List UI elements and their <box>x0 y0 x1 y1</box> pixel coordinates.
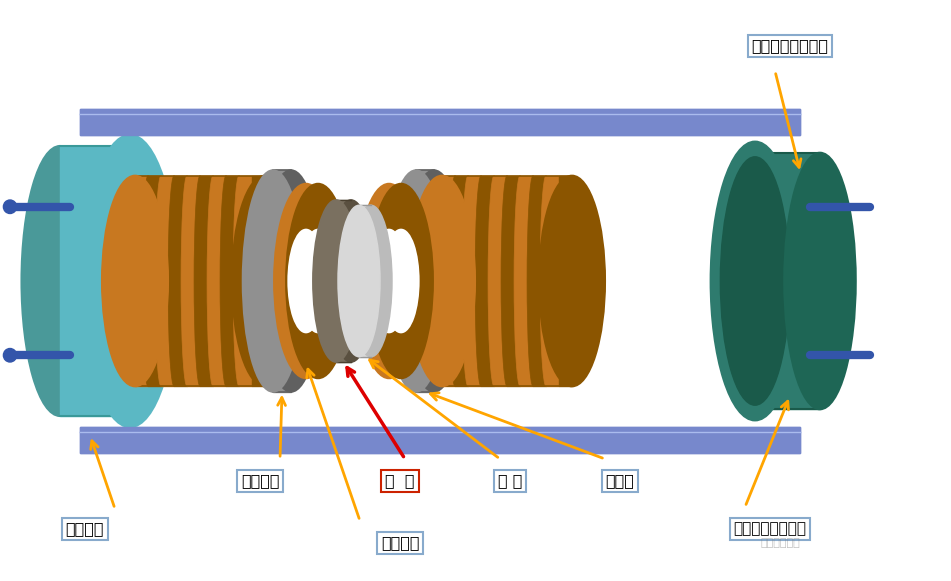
Bar <box>80 109 800 135</box>
Ellipse shape <box>719 153 790 409</box>
Ellipse shape <box>383 229 418 332</box>
Ellipse shape <box>409 175 475 386</box>
Text: 阴极电极: 阴极电极 <box>241 474 280 489</box>
Bar <box>507 175 520 386</box>
Bar <box>213 175 226 386</box>
Ellipse shape <box>4 200 16 213</box>
Ellipse shape <box>339 206 379 357</box>
Text: 坚固螺杆: 坚固螺杆 <box>66 522 105 536</box>
Bar <box>359 206 371 357</box>
Text: 电解液、气体出口: 电解液、气体出口 <box>751 38 828 53</box>
Ellipse shape <box>301 229 336 332</box>
Bar <box>60 146 130 416</box>
Ellipse shape <box>711 142 799 420</box>
Bar <box>80 109 800 135</box>
Ellipse shape <box>232 175 298 386</box>
Bar <box>533 175 546 386</box>
Text: 阳极电极: 阳极电极 <box>380 536 419 551</box>
Bar <box>239 175 252 386</box>
Bar <box>252 175 265 386</box>
Bar <box>468 175 481 386</box>
Ellipse shape <box>274 184 338 378</box>
Bar <box>135 175 148 386</box>
Ellipse shape <box>350 206 392 357</box>
Ellipse shape <box>462 175 474 386</box>
Bar <box>455 175 468 386</box>
Ellipse shape <box>91 146 168 416</box>
Ellipse shape <box>22 146 99 416</box>
Ellipse shape <box>514 175 526 386</box>
Ellipse shape <box>372 229 407 332</box>
Bar <box>161 175 174 386</box>
Ellipse shape <box>261 170 321 392</box>
Text: 双极板: 双极板 <box>606 474 634 489</box>
Ellipse shape <box>527 175 539 386</box>
Ellipse shape <box>288 229 323 332</box>
Bar <box>187 175 200 386</box>
Bar <box>148 175 161 386</box>
Ellipse shape <box>92 153 167 409</box>
Ellipse shape <box>369 184 433 378</box>
Bar <box>546 175 559 386</box>
Bar <box>442 175 455 386</box>
Bar <box>336 200 351 362</box>
Bar <box>755 153 820 409</box>
Ellipse shape <box>142 175 154 386</box>
Ellipse shape <box>404 170 464 392</box>
Bar <box>559 175 572 386</box>
Bar <box>494 175 507 386</box>
Bar <box>273 170 291 392</box>
Ellipse shape <box>4 349 16 362</box>
Ellipse shape <box>449 175 461 386</box>
Ellipse shape <box>84 135 177 427</box>
Ellipse shape <box>437 175 448 386</box>
Bar <box>174 175 187 386</box>
Bar <box>80 427 800 453</box>
Ellipse shape <box>168 175 180 386</box>
Bar <box>520 175 533 386</box>
Bar <box>200 175 213 386</box>
Ellipse shape <box>233 175 245 386</box>
Text: 隔  膜: 隔 膜 <box>385 474 415 489</box>
Text: 氢邦氢科技网: 氢邦氢科技网 <box>760 538 800 548</box>
Ellipse shape <box>540 175 552 386</box>
Ellipse shape <box>181 175 193 386</box>
Ellipse shape <box>220 175 232 386</box>
Ellipse shape <box>476 175 487 386</box>
Ellipse shape <box>720 157 789 405</box>
Ellipse shape <box>155 175 167 386</box>
Ellipse shape <box>102 175 168 386</box>
Bar <box>481 175 494 386</box>
Ellipse shape <box>286 184 350 378</box>
Ellipse shape <box>243 170 303 392</box>
Text: 垫 片: 垫 片 <box>497 474 522 489</box>
Ellipse shape <box>207 175 219 386</box>
Ellipse shape <box>328 200 374 362</box>
Ellipse shape <box>488 175 500 386</box>
Ellipse shape <box>129 175 141 386</box>
Ellipse shape <box>785 153 856 409</box>
Bar <box>226 175 239 386</box>
Ellipse shape <box>386 170 446 392</box>
Bar <box>416 170 434 392</box>
Text: 电解液、气体出口: 电解液、气体出口 <box>733 522 806 536</box>
Ellipse shape <box>539 175 605 386</box>
Ellipse shape <box>357 184 421 378</box>
Ellipse shape <box>501 175 513 386</box>
Ellipse shape <box>194 175 206 386</box>
Ellipse shape <box>313 200 359 362</box>
Bar <box>80 427 800 453</box>
